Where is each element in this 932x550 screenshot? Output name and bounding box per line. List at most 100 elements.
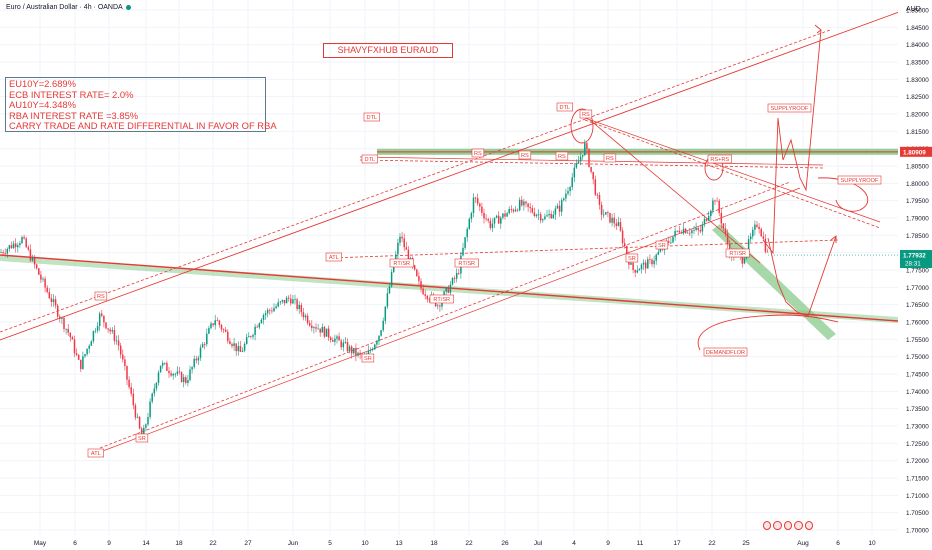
candle-body: [191, 366, 193, 370]
candle-body: [470, 213, 473, 219]
candle-body: [386, 293, 389, 307]
candle-body: [493, 217, 496, 224]
candle-body: [182, 377, 185, 383]
time-tick-label: 18: [175, 540, 183, 547]
candle-body: [476, 198, 479, 204]
candle-body: [67, 328, 69, 333]
candle-body: [285, 297, 288, 304]
candle-body: [180, 372, 183, 383]
candle-body: [84, 354, 86, 357]
candle-body: [281, 299, 284, 302]
label-sr-box: [361, 353, 375, 363]
candle-body: [8, 245, 11, 249]
candle-body: [239, 346, 242, 352]
label-rs: RS: [582, 112, 590, 118]
label-rt-sr-box: [725, 248, 750, 258]
candle-body: [130, 387, 132, 394]
price-tick-label: 1.81500: [906, 129, 929, 136]
price-tick-label: 1.78500: [906, 233, 929, 240]
candle-body: [86, 348, 88, 355]
price-tick-label: 1.84500: [906, 25, 929, 32]
candle-body: [174, 373, 177, 375]
label-rs: RS: [97, 294, 105, 300]
price-tick-label: 1.74000: [906, 389, 929, 396]
price-axis[interactable]: 1.85000 1.84500 1.84000 1.83500 1.83000 1.825…: [768, 0, 932, 550]
candle-body: [590, 166, 592, 172]
candle-body: [382, 320, 384, 331]
price-tick-label: 1.80000: [906, 181, 929, 188]
time-tick-label: Jul: [534, 540, 543, 547]
candle-body: [752, 229, 754, 237]
ascending-channel-top: [0, 11, 898, 341]
candle-body: [380, 330, 382, 336]
label-sr: SR: [658, 243, 666, 249]
control-button[interactable]: [783, 521, 793, 530]
candle-body: [384, 306, 387, 321]
candle-body: [552, 214, 555, 219]
candle-body: [623, 243, 626, 247]
time-axis[interactable]: May 6 9 14 18 22 27 Jun 5 10 13 18 22 26 Jul 4 9 11 17 22 25…: [0, 535, 898, 550]
label-rs: RS: [558, 154, 566, 160]
demand-projection-path: [767, 235, 837, 317]
control-button[interactable]: [773, 521, 782, 530]
candle-body: [258, 323, 261, 328]
label-rs-box: [579, 109, 593, 119]
candle-body: [422, 288, 424, 295]
label-supply-roof-box: [837, 175, 882, 185]
price-tick-label: 1.70000: [906, 528, 929, 535]
candle-body: [157, 372, 160, 383]
candle-body: [615, 223, 618, 226]
candle-body: [256, 326, 258, 328]
time-tick-label: 18: [430, 540, 438, 547]
time-tick-label: 9: [606, 540, 610, 547]
candle-body: [344, 341, 347, 343]
candle-body: [208, 328, 210, 334]
candle-body: [357, 352, 359, 356]
candle-body: [218, 320, 221, 325]
symbol-header: Euro / Australian Dollar · 4h · OANDA: [6, 4, 131, 11]
label-sr-box: [655, 240, 669, 250]
candle-body: [50, 298, 53, 302]
candle-body: [506, 213, 508, 217]
label-atl: ATL: [91, 451, 101, 457]
price-tick-label: 1.82500: [906, 94, 929, 101]
label-rs-box: [707, 154, 732, 164]
candle-body: [560, 200, 563, 212]
time-tick-label: 11: [637, 540, 644, 547]
control-button[interactable]: [804, 521, 814, 530]
candle-body: [672, 236, 674, 243]
price-tick-label: 1.84000: [906, 42, 929, 49]
candle-body: [657, 251, 660, 255]
candle-body: [264, 313, 267, 315]
label-rs-box: [555, 151, 569, 161]
candle-body: [609, 212, 611, 223]
candle-body: [594, 179, 597, 195]
candle-body: [754, 224, 756, 230]
label-rs: RS: [606, 156, 614, 162]
candle-body: [147, 417, 149, 425]
candle-body: [126, 365, 128, 380]
candle-body: [718, 200, 720, 213]
candle-body: [514, 209, 517, 212]
label-sr: SR: [628, 256, 636, 262]
candle-body: [353, 348, 355, 354]
candle-body: [294, 299, 296, 301]
time-tick-label: 6: [836, 540, 840, 547]
candle-body: [516, 209, 519, 211]
chart-controls[interactable]: [763, 521, 814, 531]
highlight-price-badge: [900, 146, 932, 157]
time-tick-label: 10: [361, 540, 369, 547]
candle-body: [705, 218, 708, 221]
candle-body: [325, 328, 328, 337]
candle-body: [743, 258, 746, 264]
label-rs: RS: [521, 153, 529, 159]
info-line: AU10Y=4.348%: [9, 99, 76, 111]
time-tick-label: 5: [328, 540, 332, 547]
candle-body: [453, 277, 456, 279]
candle-body: [140, 428, 143, 439]
control-button[interactable]: [794, 521, 803, 530]
control-button[interactable]: [763, 521, 772, 530]
arrow-head: [814, 24, 822, 34]
bullish-projection-path: [762, 29, 822, 255]
